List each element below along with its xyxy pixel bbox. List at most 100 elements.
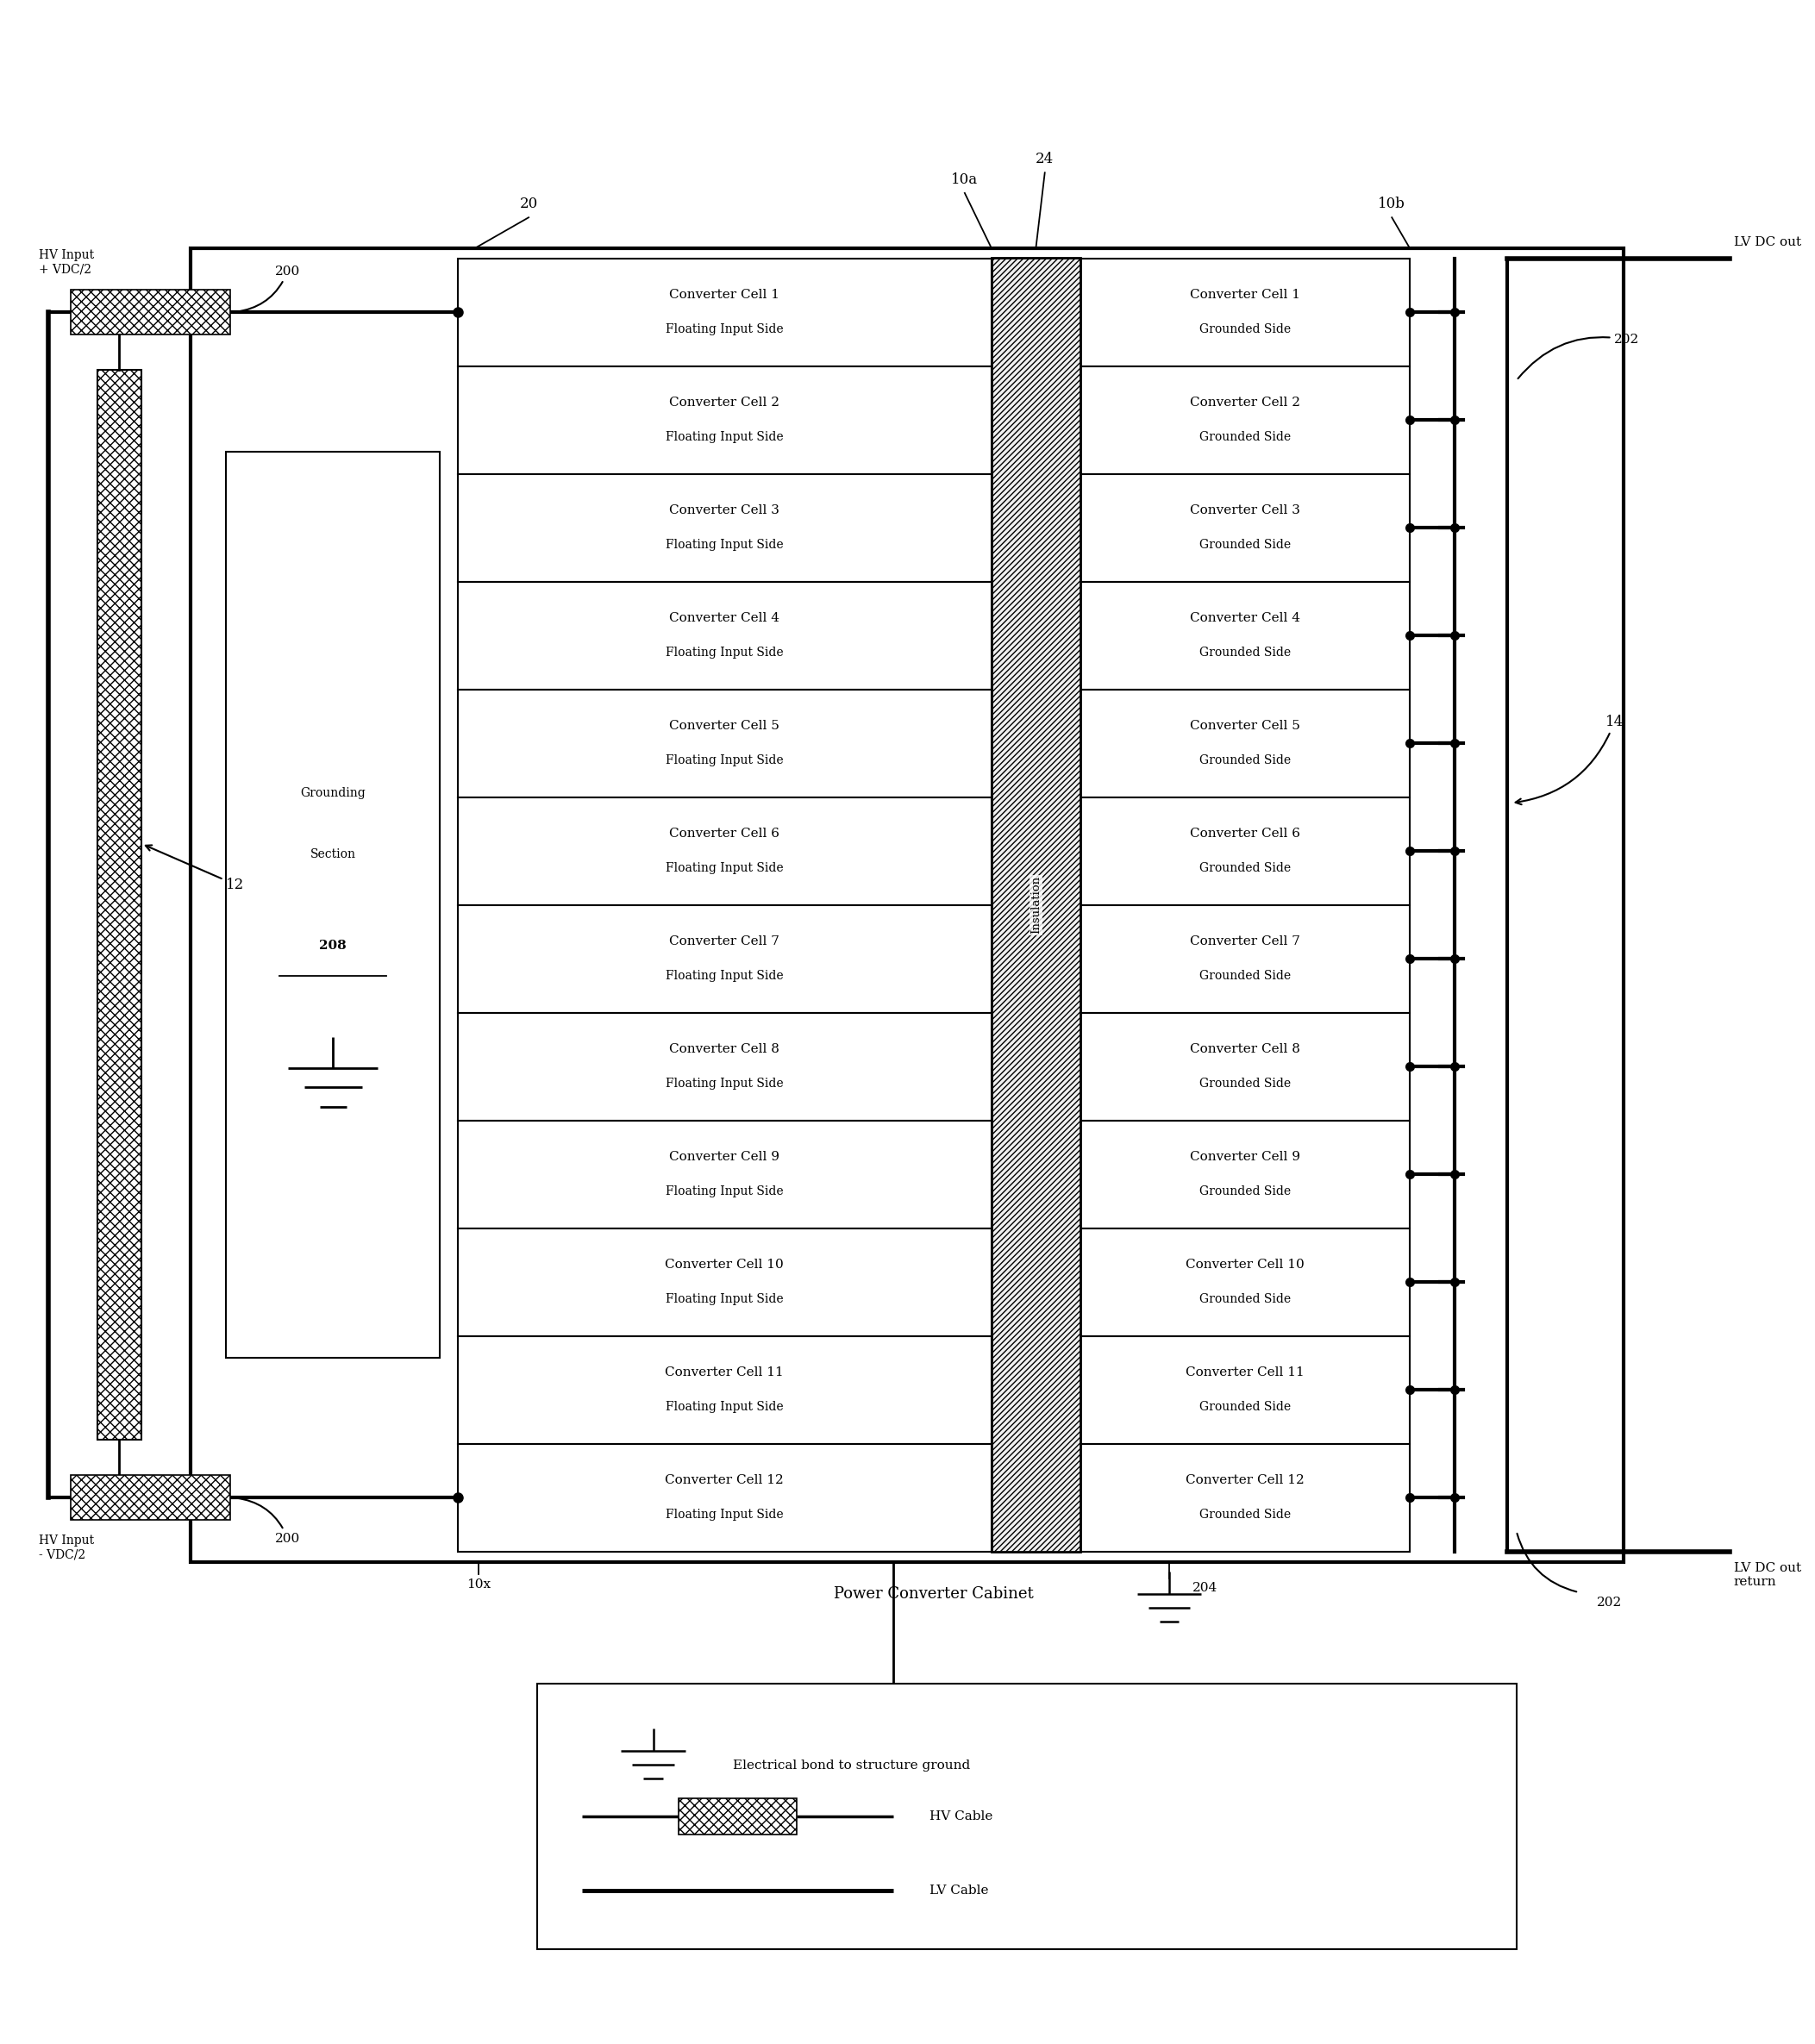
Text: Converter Cell 11: Converter Cell 11 bbox=[664, 1367, 784, 1380]
Text: 204: 204 bbox=[913, 1699, 989, 1723]
Bar bbox=[457, 1012, 991, 1120]
Text: Converter Cell 2: Converter Cell 2 bbox=[670, 397, 780, 409]
Text: Floating Input Side: Floating Input Side bbox=[666, 1294, 784, 1306]
Bar bbox=[457, 1228, 991, 1337]
Text: Grounded Side: Grounded Side bbox=[1200, 431, 1290, 444]
Bar bbox=[71, 1476, 231, 1521]
Bar bbox=[457, 797, 991, 905]
Text: Converter Cell 6: Converter Cell 6 bbox=[670, 828, 780, 840]
Text: Converter Cell 9: Converter Cell 9 bbox=[1191, 1151, 1300, 1163]
Bar bbox=[1080, 258, 1410, 366]
Text: Floating Input Side: Floating Input Side bbox=[666, 971, 784, 981]
Text: Converter Cell 9: Converter Cell 9 bbox=[670, 1151, 780, 1163]
Text: Grounded Side: Grounded Side bbox=[1200, 1077, 1290, 1089]
Text: Floating Input Side: Floating Input Side bbox=[666, 646, 784, 658]
Bar bbox=[457, 689, 991, 797]
Bar bbox=[1080, 474, 1410, 583]
Bar bbox=[227, 452, 439, 1357]
Text: Converter Cell 10: Converter Cell 10 bbox=[664, 1259, 784, 1271]
Text: HV Input
- VDC/2: HV Input - VDC/2 bbox=[40, 1535, 94, 1560]
Bar bbox=[96, 370, 142, 1439]
Text: HV Cable: HV Cable bbox=[929, 1811, 993, 1823]
Text: 10b: 10b bbox=[1378, 196, 1405, 211]
Text: LV DC out
return: LV DC out return bbox=[1733, 1562, 1800, 1588]
Text: Grounded Side: Grounded Side bbox=[1200, 323, 1290, 335]
Text: Floating Input Side: Floating Input Side bbox=[666, 540, 784, 552]
Bar bbox=[457, 366, 991, 474]
Text: Grounded Side: Grounded Side bbox=[1200, 754, 1290, 766]
Bar bbox=[457, 905, 991, 1012]
Bar bbox=[1080, 583, 1410, 689]
Bar bbox=[1080, 1337, 1410, 1443]
Text: HV Input
+ VDC/2: HV Input + VDC/2 bbox=[40, 249, 94, 276]
Bar bbox=[457, 583, 991, 689]
Text: Grounded Side: Grounded Side bbox=[1200, 863, 1290, 875]
Text: Converter Cell 7: Converter Cell 7 bbox=[1191, 936, 1300, 948]
Text: Floating Input Side: Floating Input Side bbox=[666, 1186, 784, 1198]
Text: 24: 24 bbox=[1036, 151, 1055, 166]
Text: Converter Cell 2: Converter Cell 2 bbox=[1191, 397, 1300, 409]
Text: Grounded Side: Grounded Side bbox=[1200, 1186, 1290, 1198]
Bar bbox=[991, 258, 1080, 1551]
Text: 204: 204 bbox=[1192, 1582, 1218, 1594]
Bar bbox=[1080, 366, 1410, 474]
Text: 202: 202 bbox=[1597, 1596, 1623, 1609]
Text: Converter Cell 4: Converter Cell 4 bbox=[1191, 611, 1300, 623]
Text: 12: 12 bbox=[145, 844, 245, 891]
Text: Floating Input Side: Floating Input Side bbox=[666, 863, 784, 875]
Text: Converter Cell 3: Converter Cell 3 bbox=[670, 505, 780, 517]
Text: 200: 200 bbox=[236, 1498, 299, 1545]
Text: Converter Cell 1: Converter Cell 1 bbox=[1191, 288, 1300, 300]
Text: Grounded Side: Grounded Side bbox=[1200, 1508, 1290, 1521]
Bar bbox=[457, 258, 991, 366]
Bar bbox=[457, 474, 991, 583]
Text: Floating Input Side: Floating Input Side bbox=[666, 1508, 784, 1521]
Text: LV Cable: LV Cable bbox=[929, 1885, 987, 1897]
Text: Grounded Side: Grounded Side bbox=[1200, 540, 1290, 552]
Text: Converter Cell 5: Converter Cell 5 bbox=[670, 719, 780, 732]
Bar bbox=[191, 247, 1623, 1562]
Text: Converter Cell 3: Converter Cell 3 bbox=[1191, 505, 1300, 517]
Text: Power Converter Cabinet: Power Converter Cabinet bbox=[833, 1586, 1033, 1602]
Bar bbox=[1080, 1012, 1410, 1120]
Text: Grounded Side: Grounded Side bbox=[1200, 1400, 1290, 1412]
Bar bbox=[1080, 905, 1410, 1012]
Text: 202: 202 bbox=[1517, 333, 1639, 378]
Bar bbox=[1080, 1443, 1410, 1551]
Text: Floating Input Side: Floating Input Side bbox=[666, 754, 784, 766]
Text: 200: 200 bbox=[236, 266, 299, 313]
Text: Converter Cell 11: Converter Cell 11 bbox=[1185, 1367, 1305, 1380]
Text: Floating Input Side: Floating Input Side bbox=[666, 1077, 784, 1089]
Bar bbox=[1080, 1228, 1410, 1337]
Text: Converter Cell 8: Converter Cell 8 bbox=[670, 1042, 780, 1055]
Text: Electrical bond to structure ground: Electrical bond to structure ground bbox=[733, 1760, 971, 1772]
Text: Converter Cell 4: Converter Cell 4 bbox=[670, 611, 780, 623]
Text: Grounded Side: Grounded Side bbox=[1200, 1294, 1290, 1306]
Bar bbox=[679, 1799, 797, 1836]
Bar bbox=[457, 1120, 991, 1228]
Bar bbox=[457, 1443, 991, 1551]
Text: Converter Cell 1: Converter Cell 1 bbox=[670, 288, 780, 300]
Bar bbox=[1080, 1120, 1410, 1228]
Text: Grounded Side: Grounded Side bbox=[1200, 646, 1290, 658]
Text: Converter Cell 8: Converter Cell 8 bbox=[1191, 1042, 1300, 1055]
Text: Converter Cell 6: Converter Cell 6 bbox=[1191, 828, 1300, 840]
Text: Converter Cell 5: Converter Cell 5 bbox=[1191, 719, 1300, 732]
Bar bbox=[1080, 689, 1410, 797]
Text: 20: 20 bbox=[519, 196, 537, 211]
Bar bbox=[1080, 797, 1410, 905]
Bar bbox=[71, 290, 231, 335]
Text: Converter Cell 12: Converter Cell 12 bbox=[664, 1474, 784, 1486]
Text: Grounding: Grounding bbox=[299, 787, 365, 799]
Text: Section: Section bbox=[310, 848, 356, 861]
Text: LV DC out: LV DC out bbox=[1733, 235, 1800, 247]
Text: Converter Cell 12: Converter Cell 12 bbox=[1185, 1474, 1305, 1486]
Text: 10x: 10x bbox=[466, 1578, 490, 1590]
Bar bbox=[537, 1684, 1517, 1948]
Text: Floating Input Side: Floating Input Side bbox=[666, 431, 784, 444]
Text: Insulation: Insulation bbox=[1031, 877, 1042, 934]
Text: Converter Cell 10: Converter Cell 10 bbox=[1185, 1259, 1305, 1271]
Text: 208: 208 bbox=[319, 940, 347, 953]
Bar bbox=[457, 1337, 991, 1443]
Text: 14: 14 bbox=[1516, 713, 1624, 805]
